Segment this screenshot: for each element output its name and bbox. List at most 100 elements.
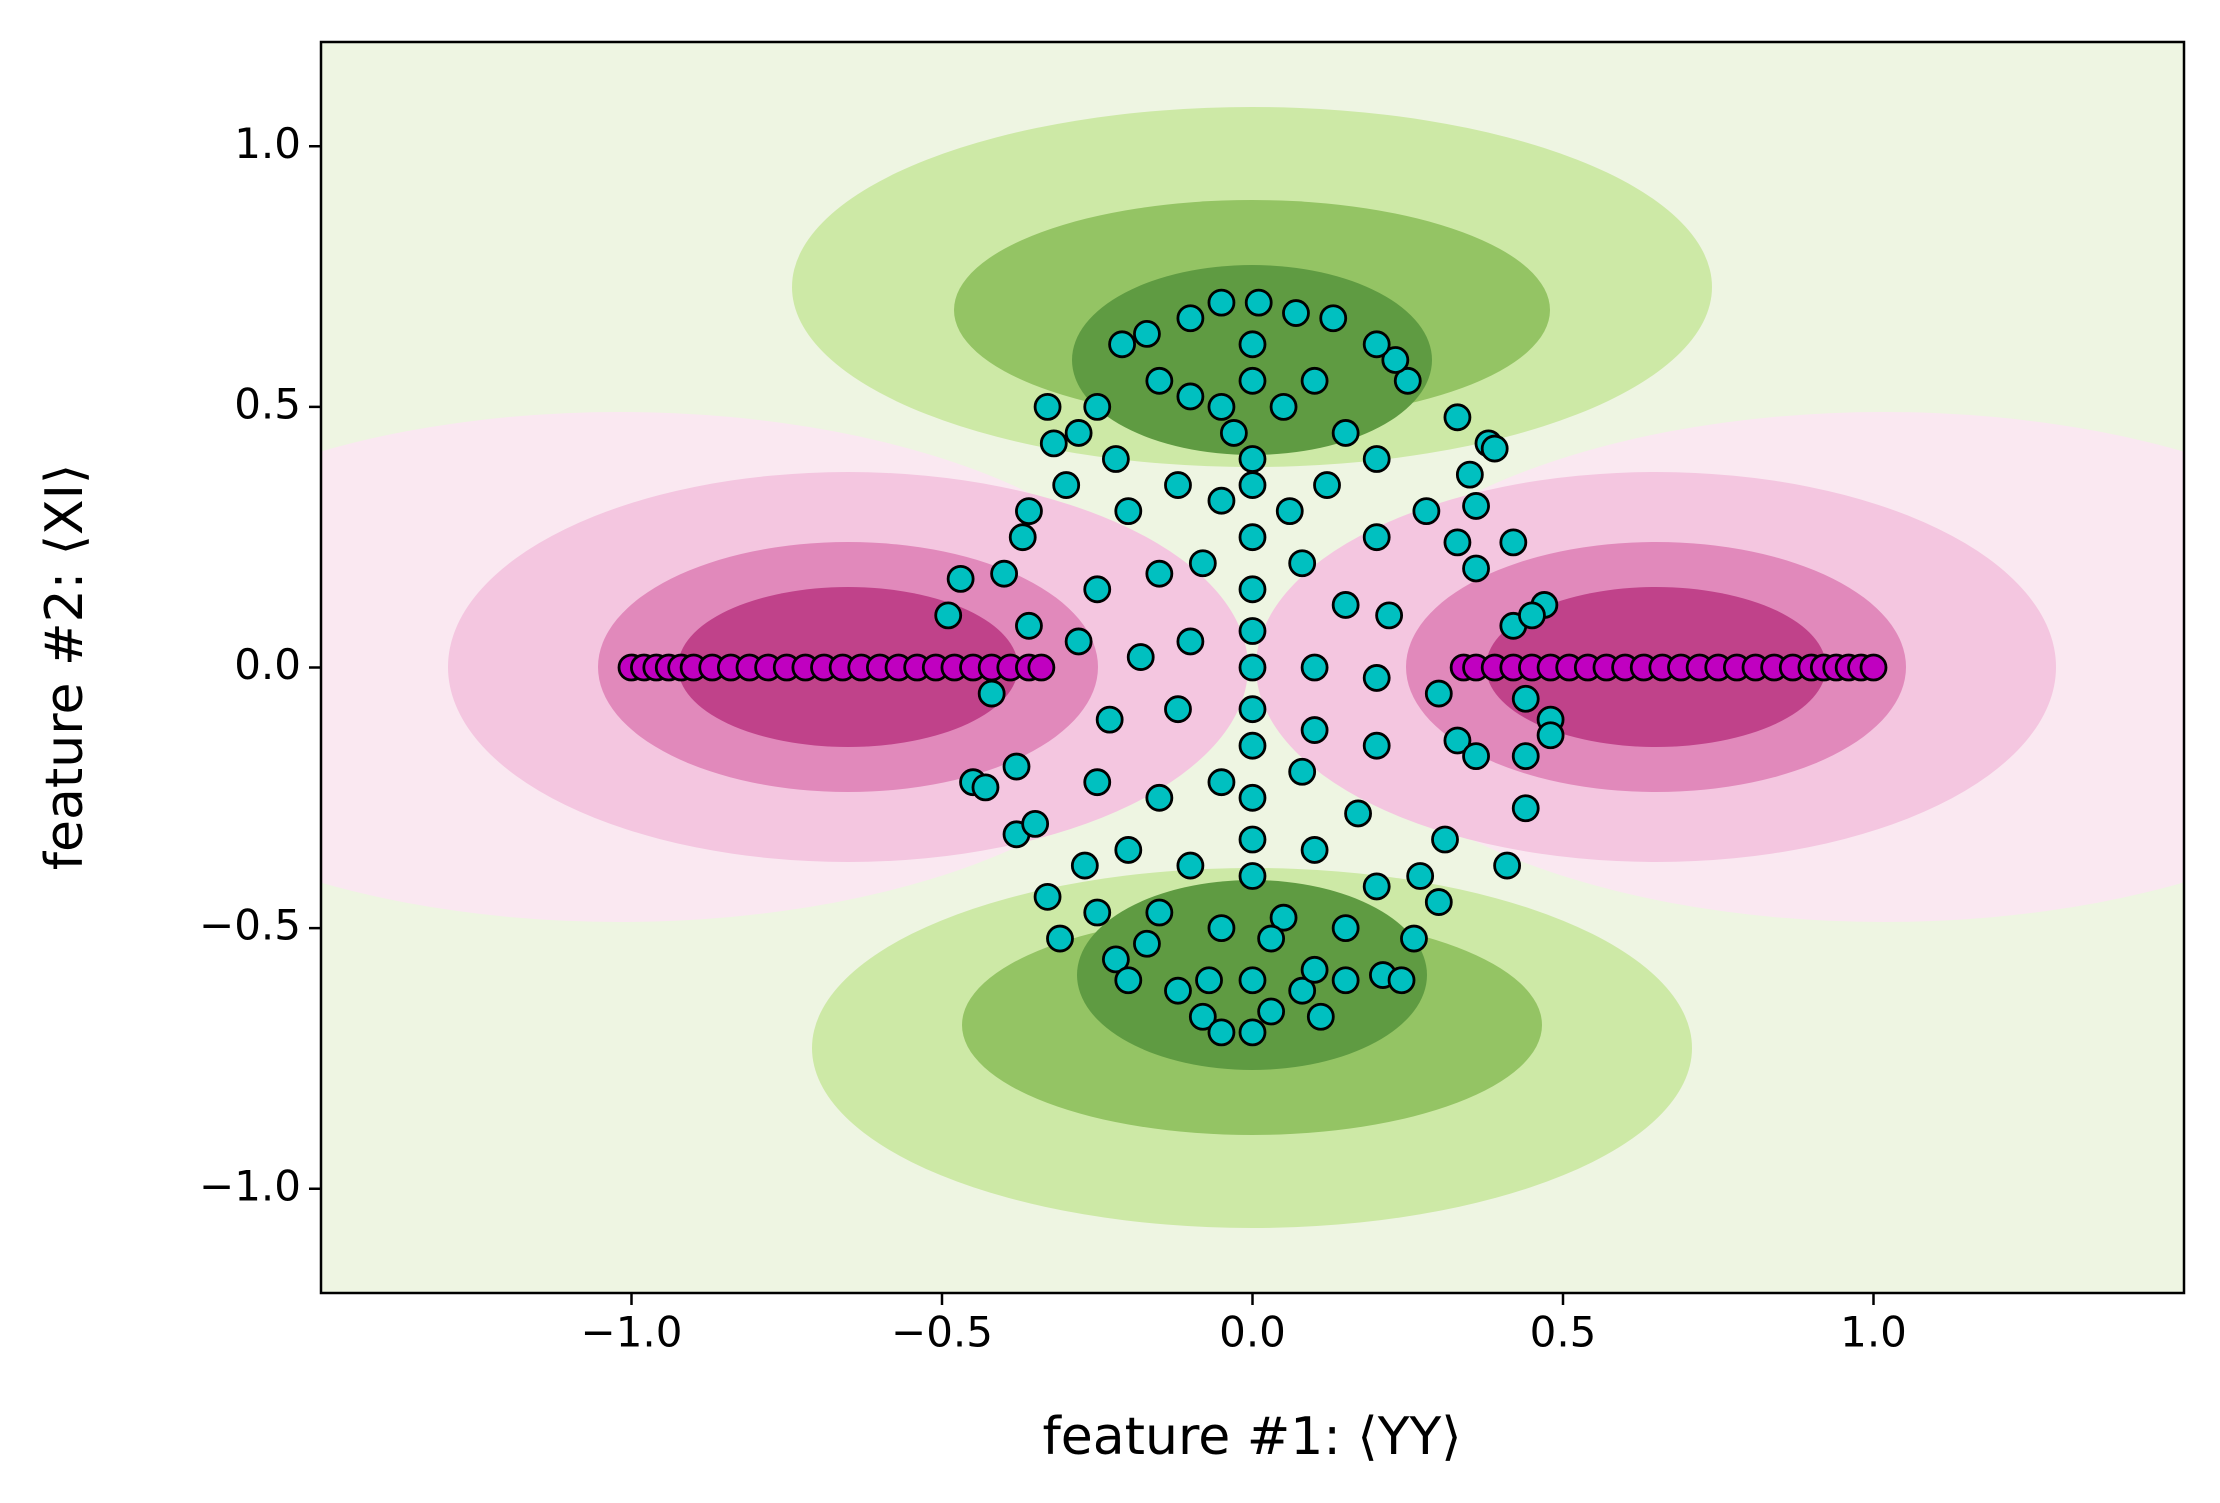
- point: [1114, 836, 1143, 864]
- point: [1021, 809, 1050, 838]
- point: [1362, 872, 1391, 901]
- point: [1083, 898, 1112, 927]
- y-tick-label: −0.5: [199, 901, 301, 950]
- point: [1145, 559, 1174, 588]
- point: [1393, 366, 1422, 395]
- point: [1499, 528, 1528, 557]
- point: [1300, 366, 1329, 395]
- point: [1300, 955, 1329, 984]
- point: [1114, 966, 1143, 995]
- point: [1033, 882, 1062, 911]
- point: [1133, 929, 1161, 958]
- point: [1406, 862, 1435, 890]
- point: [1145, 898, 1174, 927]
- point: [1238, 862, 1267, 890]
- point: [1207, 914, 1236, 943]
- point: [1238, 783, 1267, 812]
- point: [1176, 304, 1205, 333]
- point: [946, 564, 975, 593]
- point: [1424, 888, 1453, 916]
- point: [1083, 768, 1112, 797]
- point: [1238, 617, 1267, 645]
- point: [1362, 523, 1391, 552]
- point: [1511, 684, 1540, 713]
- point: [1331, 914, 1360, 943]
- point: [1238, 445, 1267, 473]
- point: [1424, 679, 1453, 708]
- point: [1331, 419, 1360, 447]
- point: [1238, 330, 1267, 359]
- x-tick-label: 1.0: [1840, 1308, 1907, 1357]
- point: [1319, 304, 1348, 333]
- point: [1238, 575, 1267, 604]
- point: [1412, 497, 1441, 526]
- point: [1188, 549, 1217, 578]
- point: [1015, 611, 1043, 640]
- point: [1511, 794, 1540, 823]
- point: [1207, 486, 1236, 515]
- x-tick-label: −0.5: [891, 1308, 993, 1357]
- point: [1518, 601, 1546, 630]
- point: [1101, 445, 1130, 473]
- point: [1083, 575, 1112, 604]
- point: [1859, 653, 1888, 682]
- point: [1300, 653, 1329, 682]
- point: [1282, 299, 1310, 327]
- point: [1101, 945, 1130, 974]
- point: [1176, 851, 1205, 880]
- point: [1288, 757, 1317, 786]
- x-tick-label: 0.5: [1530, 1308, 1597, 1357]
- point: [990, 559, 1018, 588]
- y-axis-label: feature #2: ⟨XI⟩: [35, 464, 95, 871]
- x-tick-label: −1.0: [581, 1308, 683, 1357]
- point: [971, 773, 1000, 802]
- point: [1344, 799, 1372, 828]
- point: [1455, 460, 1484, 489]
- decision-contours: [321, 42, 2184, 1293]
- y-tick-label: 0.0: [234, 640, 301, 689]
- point: [1015, 497, 1043, 526]
- point: [1480, 434, 1509, 463]
- point: [1114, 497, 1143, 526]
- x-axis-label: feature #1: ⟨YY⟩: [1042, 1407, 1461, 1467]
- y-tick-label: 1.0: [234, 119, 301, 168]
- points: [617, 288, 1888, 1047]
- point: [1462, 742, 1490, 771]
- point: [1257, 924, 1286, 953]
- point: [1238, 731, 1267, 760]
- point: [1133, 319, 1161, 348]
- point: [1064, 419, 1093, 447]
- point: [1275, 497, 1304, 526]
- point: [1207, 288, 1236, 317]
- point: [1176, 627, 1205, 656]
- point: [1145, 366, 1174, 395]
- point: [1207, 392, 1236, 421]
- point: [1244, 288, 1273, 317]
- point: [1064, 627, 1093, 656]
- point: [1095, 705, 1124, 734]
- x-tick-label: 0.0: [1219, 1308, 1286, 1357]
- point: [1238, 966, 1267, 995]
- point: [1238, 366, 1267, 395]
- point: [1257, 997, 1286, 1026]
- point: [1238, 695, 1267, 724]
- point: [1046, 924, 1074, 953]
- point: [1362, 330, 1391, 359]
- point: [1195, 966, 1223, 995]
- point: [1381, 346, 1410, 374]
- point: [1238, 523, 1267, 552]
- point: [1536, 721, 1565, 750]
- point: [977, 679, 1006, 708]
- point: [1207, 768, 1236, 797]
- point: [1126, 643, 1155, 671]
- point: [1443, 726, 1472, 755]
- point: [1462, 554, 1490, 583]
- point: [1375, 601, 1404, 630]
- point: [1238, 471, 1267, 499]
- point: [1313, 471, 1341, 499]
- point: [1443, 403, 1472, 432]
- point: [1331, 966, 1360, 995]
- point: [1145, 783, 1174, 812]
- point: [1431, 825, 1459, 854]
